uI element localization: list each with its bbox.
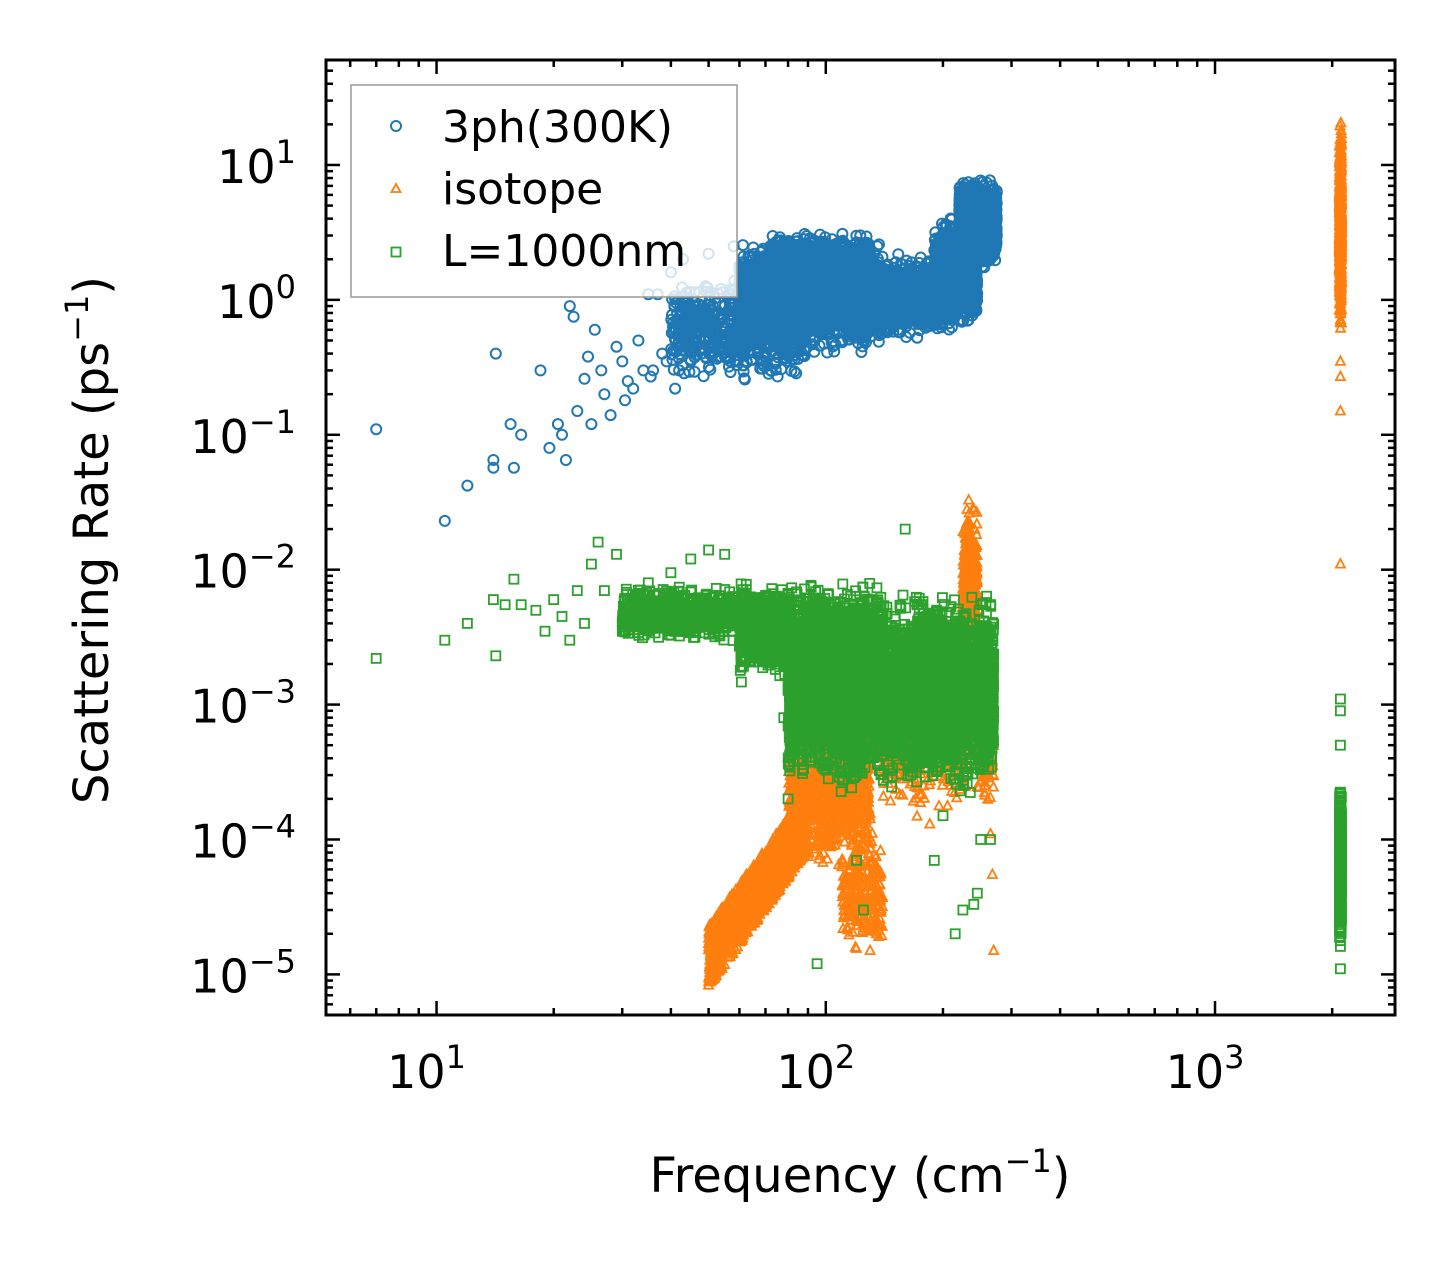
- point-3ph300k: [672, 352, 685, 365]
- data-points: [370, 115, 1348, 990]
- point-3ph300k: [788, 365, 801, 378]
- point-3ph300k: [673, 348, 686, 360]
- point-3ph300k: [699, 304, 712, 317]
- point-3ph300k: [665, 327, 678, 339]
- point-3ph300k: [665, 313, 678, 326]
- point-3ph300k: [724, 355, 737, 368]
- point-3ph300k: [719, 342, 732, 355]
- point-3ph300k: [724, 366, 737, 379]
- point-3ph300k: [736, 359, 749, 372]
- point-3ph300k: [677, 312, 690, 325]
- point-3ph300k: [738, 345, 751, 358]
- point-3ph300k: [673, 340, 686, 353]
- point-3ph300k: [697, 370, 710, 383]
- point-3ph300k: [738, 373, 751, 386]
- point-3ph300k: [786, 353, 798, 366]
- point-3ph300k: [707, 315, 719, 328]
- point-3ph300k: [708, 322, 721, 335]
- point-3ph300k: [745, 353, 758, 366]
- point-3ph300k: [761, 359, 774, 372]
- point-3ph300k: [719, 323, 732, 336]
- point-3ph300k: [696, 306, 709, 319]
- point-3ph300k: [737, 365, 750, 378]
- point-3ph300k: [688, 365, 701, 378]
- point-3ph300k: [782, 350, 795, 362]
- point-3ph300k: [675, 319, 688, 331]
- point-3ph300k: [682, 327, 695, 340]
